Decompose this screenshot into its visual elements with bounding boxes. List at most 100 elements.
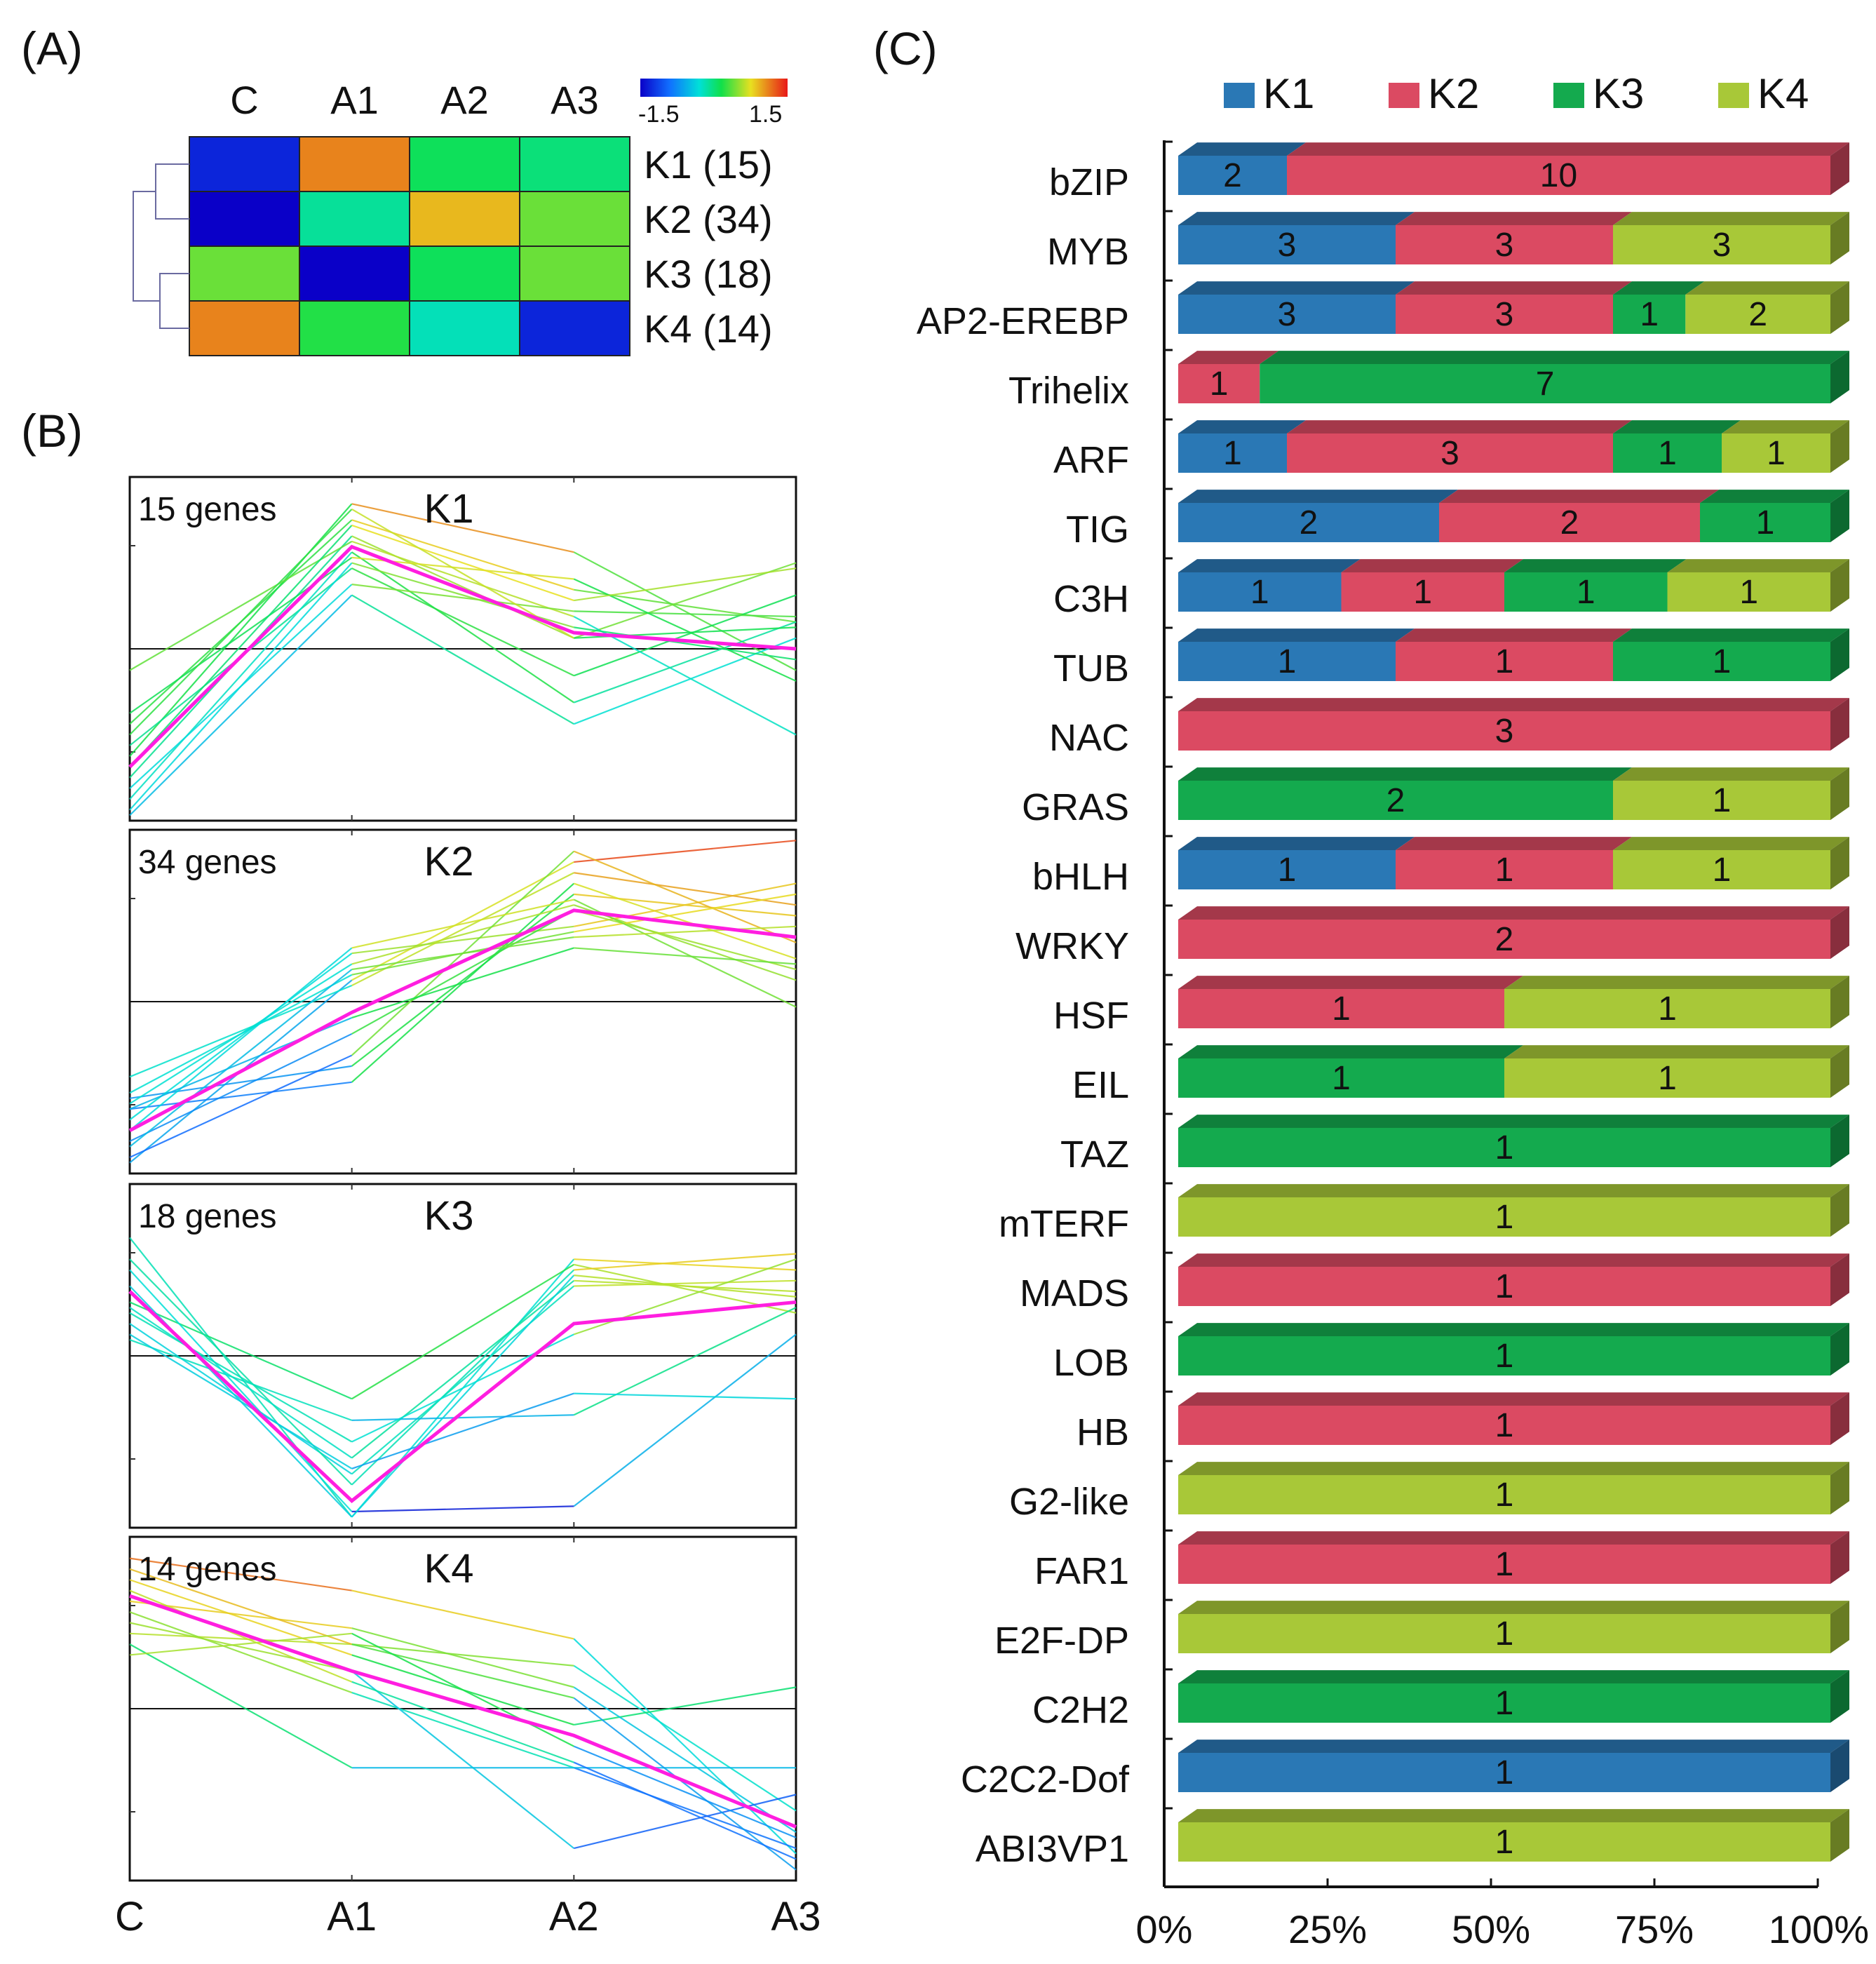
member-line <box>574 1794 797 1850</box>
member-line <box>351 1269 575 1486</box>
bar-side-face <box>1830 1253 1849 1306</box>
member-line <box>573 1333 797 1507</box>
category-label: FAR1 <box>1034 1550 1129 1592</box>
bar-segment <box>1178 711 1830 751</box>
category-label: ARF <box>1053 439 1129 481</box>
bar-segment <box>1613 433 1722 473</box>
bar-segment-top <box>1178 420 1306 433</box>
member-line <box>129 1643 353 1769</box>
member-line <box>129 969 353 1148</box>
bar-side-face <box>1830 1323 1849 1376</box>
bar-segment <box>1287 156 1830 195</box>
bar-value-label: 1 <box>1250 574 1269 611</box>
member-line <box>574 610 797 618</box>
bar-value-label: 2 <box>1560 504 1579 542</box>
category-label: C3H <box>1053 578 1129 620</box>
member-line <box>129 562 353 811</box>
category-label: G2-like <box>1009 1481 1129 1523</box>
bar-segment <box>1178 1267 1830 1306</box>
category-label: C2C2-Dof <box>961 1758 1130 1801</box>
panel-c-stacked-bars: (C) K1 K2 K3 K4 2 103 3 33 3 1 21 71 3 1 12 2 11 1 1 11 1 13… <box>873 22 1869 1951</box>
legend-label: K3 <box>1593 70 1644 117</box>
heatmap-cell <box>519 246 630 302</box>
centroid-line <box>128 544 797 769</box>
bar-side-face <box>1830 559 1849 612</box>
bar-segment-top <box>1178 1392 1849 1406</box>
bar-segment <box>1613 850 1830 889</box>
member-line <box>351 1670 575 1849</box>
member-line <box>351 503 574 553</box>
bar-segment <box>1178 572 1342 612</box>
legend-label: K1 <box>1263 70 1314 117</box>
bar-segment-top <box>1667 559 1849 572</box>
member-line <box>573 1686 797 1834</box>
heatmap-cell <box>409 136 520 192</box>
bar-value-label: 1 <box>1658 1060 1677 1097</box>
heatmap-cell <box>299 136 410 192</box>
member-line <box>129 1557 352 1592</box>
member-line <box>351 535 574 639</box>
bar-value-label: 3 <box>1713 227 1732 264</box>
legend-swatch <box>1389 83 1419 108</box>
heatmap-col-label: A2 <box>440 78 489 122</box>
bar-side-face <box>1830 906 1849 959</box>
member-line <box>129 1568 353 1646</box>
member-line <box>129 1579 353 1656</box>
bar-value-label: 1 <box>1332 1060 1351 1097</box>
member-line <box>129 1033 353 1143</box>
member-line <box>351 551 574 704</box>
bar-value-label: 2 <box>1495 921 1514 958</box>
member-line <box>351 1691 574 1769</box>
bar-segment-top <box>1178 1253 1849 1267</box>
panel-c-label: (C) <box>873 22 938 74</box>
bar-value-label: 1 <box>1495 643 1514 680</box>
member-line <box>351 524 574 602</box>
bar-side-face <box>1830 1462 1849 1514</box>
member-line <box>129 551 353 800</box>
member-line <box>129 1312 353 1443</box>
bar-side-face <box>1830 1115 1849 1167</box>
dendrogram-branch <box>133 191 160 302</box>
bar-group: 3 3 3 <box>1178 212 1849 264</box>
gene-count-label: 18 genes <box>138 1198 277 1235</box>
member-line <box>574 893 797 933</box>
bar-side-face <box>1830 1045 1849 1098</box>
colorbar-min-label: -1.5 <box>638 101 680 128</box>
bar-segment <box>1396 642 1613 681</box>
category-label: HSF <box>1053 995 1129 1037</box>
member-line <box>129 953 353 1121</box>
heatmap-cell <box>299 191 410 247</box>
member-line <box>573 621 797 704</box>
heatmap-row-label: K1 (15) <box>644 142 773 187</box>
member-line <box>129 1323 353 1475</box>
member-line <box>351 1505 574 1513</box>
member-line <box>573 1258 797 1336</box>
member-line <box>351 894 575 1067</box>
member-line <box>351 1643 574 1699</box>
bar-side-face <box>1830 1601 1849 1653</box>
category-label: MYB <box>1047 231 1129 273</box>
member-line <box>129 594 353 816</box>
bar-segment-top <box>1178 906 1849 920</box>
bar-segment-top <box>1613 628 1849 642</box>
bar-group: 1 <box>1178 1601 1849 1653</box>
bar-segment-top <box>1178 1045 1523 1058</box>
bar-side-face <box>1830 1809 1849 1862</box>
bar-value-label: 3 <box>1495 296 1514 333</box>
bar-segment-top <box>1178 142 1306 156</box>
bar-segment <box>1613 781 1830 820</box>
member-line <box>573 637 797 725</box>
bar-segment <box>1178 781 1613 820</box>
bar-segment <box>1341 572 1504 612</box>
category-label: E2F-DP <box>994 1620 1129 1662</box>
bar-segment-top <box>1504 976 1849 989</box>
bar-side-face <box>1830 1531 1849 1584</box>
member-line <box>574 1258 797 1271</box>
member-line <box>351 567 574 677</box>
bar-segment <box>1396 850 1613 889</box>
category-label: AP2-EREBP <box>917 300 1129 342</box>
bar-value-label: 3 <box>1278 296 1297 333</box>
bar-value-label: 1 <box>1495 1338 1514 1375</box>
